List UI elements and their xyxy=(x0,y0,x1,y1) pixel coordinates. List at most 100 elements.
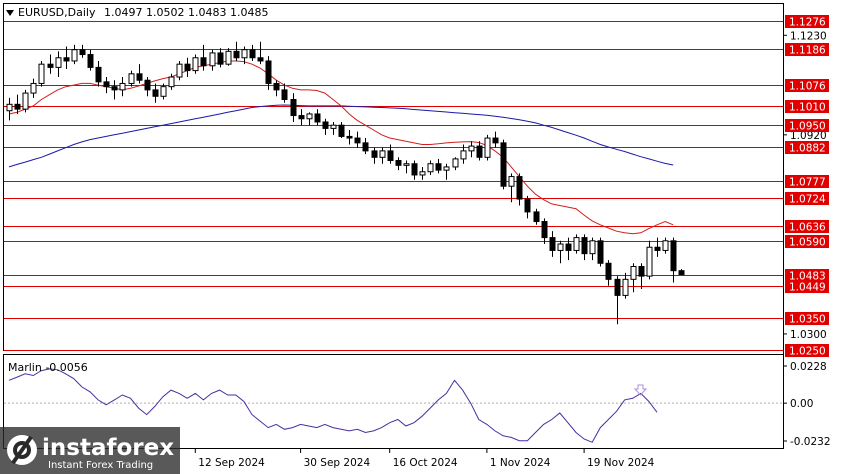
candle-body-up xyxy=(22,92,29,110)
oscillator-tick-label: -0.0232 xyxy=(790,436,831,448)
candle xyxy=(630,263,637,293)
candle xyxy=(484,134,491,161)
candle-body-down xyxy=(524,198,531,213)
candle-body-down xyxy=(298,115,305,120)
candle xyxy=(241,46,248,65)
candle xyxy=(168,73,175,90)
candle xyxy=(597,237,604,267)
price-axis: 1.1230 1.0920 1.0300 xyxy=(783,30,827,341)
candle-body-up xyxy=(573,237,580,251)
price-tick-label: 1.0300 xyxy=(790,329,827,341)
candle-body-up xyxy=(557,243,564,251)
candle-body-up xyxy=(225,50,232,65)
candle xyxy=(395,157,402,171)
candle xyxy=(111,80,118,100)
candle-body-down xyxy=(605,262,612,280)
candle xyxy=(200,44,207,71)
dropdown-triangle-icon[interactable] xyxy=(6,10,14,16)
candle-body-down xyxy=(273,82,280,91)
candle xyxy=(411,160,418,180)
candle-body-down xyxy=(411,163,418,176)
candle xyxy=(128,70,135,87)
candle xyxy=(500,139,507,190)
candle-body-down xyxy=(200,57,207,67)
candle xyxy=(541,218,548,245)
candle xyxy=(516,173,523,206)
candle xyxy=(460,144,467,164)
level-label: 1.0449 xyxy=(789,282,826,294)
level-label-bg xyxy=(785,235,829,248)
price-tick-label: 1.0920 xyxy=(790,130,827,142)
candle xyxy=(524,195,531,219)
oscillator-line xyxy=(8,368,658,443)
main-chart-panel[interactable] xyxy=(3,3,784,351)
candle xyxy=(533,208,540,225)
candle-body-down xyxy=(516,176,523,200)
candle-body-down xyxy=(63,57,70,62)
candle-body-down xyxy=(233,50,240,59)
level-label-bg xyxy=(785,269,829,282)
price-tick-label: 1.1230 xyxy=(790,30,827,42)
candle xyxy=(565,237,572,261)
candle-body-down xyxy=(371,150,378,158)
level-label-bg xyxy=(785,220,829,233)
candle xyxy=(614,276,621,325)
candle-body-down xyxy=(362,142,369,152)
candle-body-down xyxy=(338,124,345,137)
candle xyxy=(379,147,386,164)
candle-body-down xyxy=(678,270,685,276)
candle-body-up xyxy=(160,86,167,97)
level-label-bg xyxy=(785,175,829,188)
candle-body-up xyxy=(484,137,491,158)
candle-body-up xyxy=(55,57,62,68)
candle-body-down xyxy=(111,86,118,91)
candle-body-down xyxy=(354,137,361,144)
candle xyxy=(79,44,86,58)
level-label: 1.0250 xyxy=(789,346,826,358)
time-tick-label: 16 Oct 2024 xyxy=(393,457,458,469)
candle xyxy=(476,141,483,161)
candle xyxy=(63,46,70,69)
candle-body-down xyxy=(654,246,661,251)
candle-body-up xyxy=(176,63,183,78)
candle xyxy=(160,83,167,100)
candle-body-up xyxy=(209,52,216,67)
candle-body-up xyxy=(306,113,313,120)
candle xyxy=(443,163,450,180)
ohlc-values: 1.0497 1.0502 1.0483 1.0485 xyxy=(104,6,268,19)
candle xyxy=(38,60,45,87)
candle xyxy=(678,269,685,276)
candle-body-down xyxy=(281,89,288,101)
candle-body-up xyxy=(646,246,653,277)
candle xyxy=(184,57,191,78)
candle-body-down xyxy=(249,49,256,59)
candle-body-down xyxy=(614,278,621,296)
logo-tagline-text: Instant Forex Trading xyxy=(48,460,153,471)
candle-body-up xyxy=(330,124,337,129)
candle xyxy=(265,56,272,90)
down-arrow-icon xyxy=(633,384,648,396)
candle xyxy=(468,141,475,158)
level-label: 1.0724 xyxy=(789,194,826,206)
oscillator-axis: 0.0228 0.00 -0.0232 xyxy=(783,361,831,448)
candle xyxy=(508,173,515,203)
candle-body-up xyxy=(241,49,248,59)
level-label-bg xyxy=(785,344,829,357)
candle xyxy=(103,77,110,94)
candle xyxy=(646,240,653,280)
instaforex-logo: instaforex Instant Forex Trading xyxy=(0,427,180,474)
level-label-bg xyxy=(785,192,829,205)
candle xyxy=(209,49,216,71)
level-label-bg xyxy=(785,119,829,132)
candle xyxy=(427,160,434,175)
time-tick-label: 30 Sep 2024 xyxy=(304,457,371,469)
candle-body-down xyxy=(346,135,353,139)
level-label: 1.1276 xyxy=(789,17,826,29)
level-label-bg xyxy=(785,15,829,28)
candle xyxy=(273,80,280,97)
candle xyxy=(573,234,580,254)
candle-body-down xyxy=(581,237,588,255)
candle xyxy=(290,93,297,122)
level-label-bg xyxy=(785,79,829,92)
